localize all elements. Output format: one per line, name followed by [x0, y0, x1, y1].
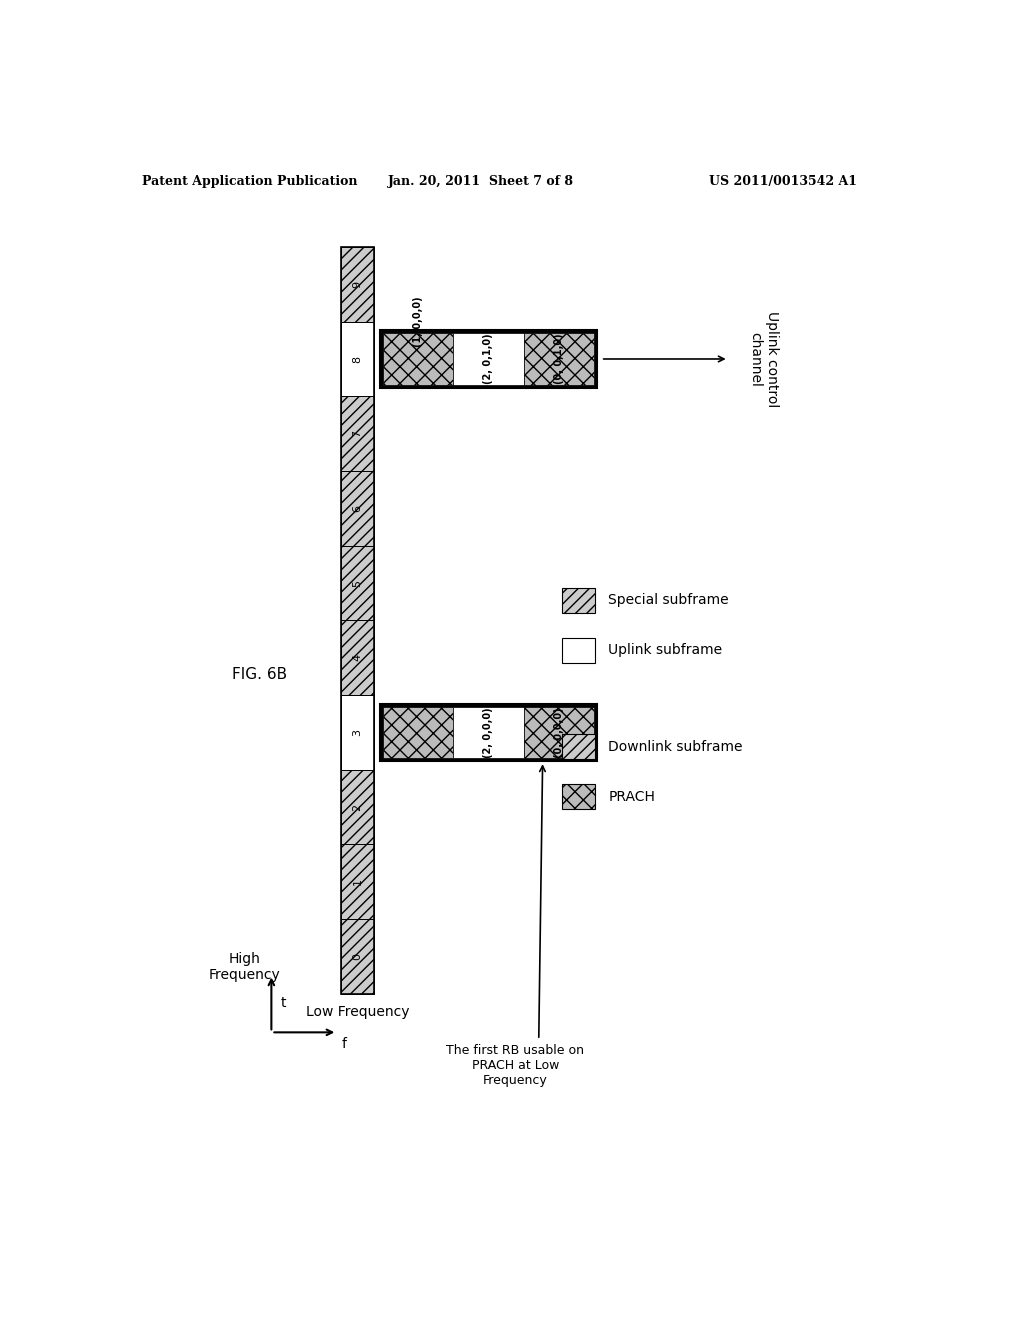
Bar [380, 704, 597, 762]
Text: 9: 9 [352, 281, 362, 288]
Text: f: f [341, 1038, 346, 1051]
Text: (0, 0,1,0): (0, 0,1,0) [554, 334, 563, 384]
Bar [562, 638, 595, 663]
Bar [454, 333, 523, 385]
Bar [562, 734, 595, 759]
Bar [562, 784, 595, 809]
Bar [380, 330, 597, 388]
Text: 4: 4 [352, 655, 362, 661]
Bar [341, 620, 374, 696]
Text: High
Frequency: High Frequency [208, 952, 281, 982]
Text: t: t [281, 997, 286, 1010]
Text: 5: 5 [352, 579, 362, 586]
Bar [341, 396, 374, 471]
Text: (2, 0,0,0): (2, 0,0,0) [483, 708, 494, 758]
Bar [523, 706, 594, 758]
Text: 2: 2 [352, 804, 362, 810]
Bar [341, 322, 374, 396]
Text: (2, 0,1,0): (2, 0,1,0) [483, 334, 494, 384]
Text: FIG. 6B: FIG. 6B [232, 667, 288, 682]
Text: PRACH: PRACH [608, 789, 655, 804]
Text: Uplink control
channel: Uplink control channel [749, 312, 778, 407]
Text: 6: 6 [352, 504, 362, 512]
Text: 3: 3 [352, 729, 362, 737]
Text: The first RB usable on
PRACH at Low
Frequency: The first RB usable on PRACH at Low Freq… [446, 1044, 585, 1086]
Bar [341, 471, 374, 545]
Text: 7: 7 [352, 430, 362, 437]
Text: (0, 0,0,0): (0, 0,0,0) [554, 708, 563, 758]
Text: Special subframe: Special subframe [608, 594, 729, 607]
Text: (1, 0,0,0): (1, 0,0,0) [413, 297, 423, 347]
Text: 1: 1 [352, 878, 362, 886]
Text: 8: 8 [352, 355, 362, 363]
Text: Jan. 20, 2011  Sheet 7 of 8: Jan. 20, 2011 Sheet 7 of 8 [388, 176, 573, 189]
Text: Uplink subframe: Uplink subframe [608, 643, 723, 657]
Bar [341, 696, 374, 770]
Text: US 2011/0013542 A1: US 2011/0013542 A1 [710, 176, 857, 189]
Bar [341, 845, 374, 919]
Bar [341, 919, 374, 994]
Text: Low Frequency: Low Frequency [305, 1006, 410, 1019]
Text: Patent Application Publication: Patent Application Publication [142, 176, 357, 189]
Text: Downlink subframe: Downlink subframe [608, 739, 743, 754]
Bar [341, 247, 374, 322]
Bar [383, 333, 454, 385]
Bar [562, 589, 595, 612]
Bar [341, 770, 374, 845]
Bar [454, 706, 523, 758]
Bar [341, 247, 374, 994]
Text: 0: 0 [352, 953, 362, 960]
Bar [341, 545, 374, 620]
Bar [523, 333, 594, 385]
Bar [383, 706, 454, 758]
